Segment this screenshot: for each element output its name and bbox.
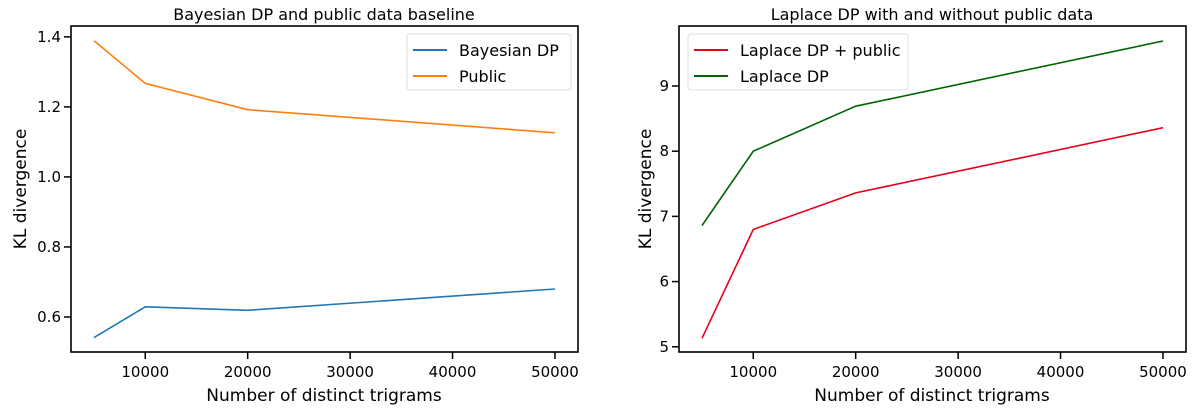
x-tick-label: 40000 bbox=[1037, 363, 1085, 381]
y-tick-label: 7 bbox=[659, 207, 669, 225]
series-line-laplace-dp-public bbox=[701, 126, 1164, 339]
y-axis-label: KL divergence bbox=[11, 129, 31, 250]
x-tick-label: 30000 bbox=[326, 363, 374, 381]
y-tick-label: 5 bbox=[659, 338, 669, 356]
chart-title: Laplace DP with and without public data bbox=[771, 5, 1094, 24]
x-tick-label: 20000 bbox=[832, 363, 880, 381]
x-tick-label: 50000 bbox=[531, 363, 579, 381]
x-tick-label: 40000 bbox=[429, 363, 477, 381]
legend: Bayesian DP Public bbox=[406, 33, 572, 91]
y-tick-label: 0.8 bbox=[37, 238, 61, 256]
y-tick-label: 1.2 bbox=[37, 98, 61, 116]
legend-label: Public bbox=[459, 67, 506, 86]
y-axis-label: KL divergence bbox=[636, 129, 656, 250]
plot-frame bbox=[70, 25, 579, 353]
y-tick-label: 1.4 bbox=[37, 28, 61, 46]
series-line-public bbox=[93, 40, 556, 134]
y-tick-label: 9 bbox=[659, 77, 669, 95]
x-tick-label: 10000 bbox=[121, 363, 169, 381]
y-tick-label: 8 bbox=[659, 142, 669, 160]
y-tick-label: 0.6 bbox=[37, 308, 61, 326]
chart-bayesian-dp: Bayesian DP and public data baseline Num… bbox=[11, 5, 579, 406]
legend-label: Laplace DP + public bbox=[740, 41, 901, 60]
legend-label: Bayesian DP bbox=[459, 41, 559, 60]
legend-frame bbox=[687, 33, 909, 91]
y-tick-label: 1.0 bbox=[37, 168, 61, 186]
y-tick-label: 6 bbox=[659, 273, 669, 291]
chart-laplace-dp: Laplace DP with and without public data … bbox=[636, 5, 1187, 406]
x-tick-label: 10000 bbox=[729, 363, 777, 381]
chart-title: Bayesian DP and public data baseline bbox=[173, 5, 475, 24]
legend-frame bbox=[406, 33, 572, 91]
legend-label: Laplace DP bbox=[740, 67, 829, 86]
x-axis-label: Number of distinct trigrams bbox=[206, 386, 442, 406]
x-tick-label: 30000 bbox=[934, 363, 982, 381]
legend: Laplace DP + public Laplace DP bbox=[687, 33, 909, 91]
plot-frame bbox=[678, 25, 1187, 353]
series-line-bayesian-dp bbox=[93, 288, 556, 339]
series-line-laplace-dp bbox=[701, 40, 1164, 226]
x-tick-label: 20000 bbox=[224, 363, 272, 381]
x-tick-label: 50000 bbox=[1139, 363, 1187, 381]
x-axis-label: Number of distinct trigrams bbox=[814, 386, 1050, 406]
